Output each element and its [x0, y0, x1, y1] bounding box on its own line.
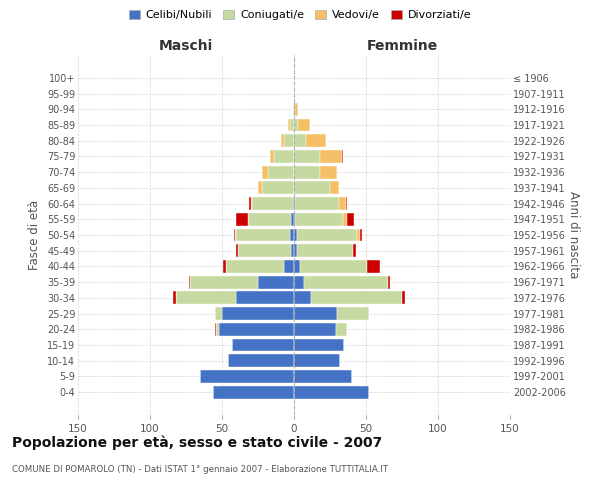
Y-axis label: Anni di nascita: Anni di nascita — [566, 192, 580, 278]
Bar — [341, 150, 343, 163]
Bar — [219, 323, 294, 336]
Bar — [294, 228, 297, 241]
Bar — [262, 182, 294, 194]
Bar — [297, 228, 358, 241]
Bar — [190, 276, 258, 288]
Bar — [252, 197, 293, 210]
Bar — [268, 166, 294, 178]
Bar — [295, 197, 338, 210]
Bar — [258, 276, 294, 288]
Bar — [293, 103, 294, 116]
Bar — [294, 213, 295, 226]
Bar — [297, 244, 353, 257]
Bar — [294, 103, 295, 116]
Bar — [288, 118, 290, 132]
Bar — [214, 386, 294, 398]
Bar — [353, 244, 356, 257]
Bar — [347, 213, 355, 226]
Bar — [294, 166, 320, 178]
Bar — [251, 197, 252, 210]
Bar — [200, 370, 294, 383]
Bar — [250, 197, 251, 210]
Bar — [290, 118, 294, 132]
Bar — [176, 292, 236, 304]
Bar — [337, 307, 369, 320]
Bar — [236, 292, 294, 304]
Bar — [294, 276, 304, 288]
Bar — [236, 244, 238, 257]
Bar — [284, 134, 294, 147]
Bar — [304, 276, 388, 288]
Bar — [294, 338, 344, 351]
Bar — [215, 307, 222, 320]
Bar — [215, 323, 216, 336]
Bar — [290, 228, 294, 241]
Bar — [269, 150, 274, 163]
Bar — [295, 103, 298, 116]
Bar — [228, 354, 294, 367]
Bar — [300, 260, 367, 273]
Bar — [320, 150, 341, 163]
Bar — [291, 244, 294, 257]
Bar — [360, 228, 362, 241]
Bar — [284, 260, 294, 273]
Bar — [238, 244, 291, 257]
Bar — [343, 213, 347, 226]
Bar — [294, 87, 295, 100]
Text: Femmine: Femmine — [367, 38, 437, 52]
Bar — [294, 386, 369, 398]
Bar — [223, 260, 226, 273]
Text: COMUNE DI POMAROLO (TN) - Dati ISTAT 1° gennaio 2007 - Elaborazione TUTTITALIA.I: COMUNE DI POMAROLO (TN) - Dati ISTAT 1° … — [12, 465, 388, 474]
Bar — [258, 182, 262, 194]
Bar — [216, 323, 219, 336]
Bar — [248, 213, 291, 226]
Bar — [291, 213, 294, 226]
Bar — [235, 228, 236, 241]
Bar — [294, 260, 300, 273]
Bar — [236, 228, 290, 241]
Bar — [294, 150, 320, 163]
Bar — [236, 213, 248, 226]
Bar — [232, 338, 294, 351]
Bar — [330, 182, 338, 194]
Bar — [402, 292, 405, 304]
Bar — [294, 307, 337, 320]
Bar — [294, 354, 340, 367]
Bar — [281, 134, 284, 147]
Bar — [294, 182, 330, 194]
Bar — [298, 118, 310, 132]
Bar — [338, 197, 346, 210]
Bar — [294, 134, 305, 147]
Bar — [189, 276, 190, 288]
Bar — [367, 260, 380, 273]
Legend: Celibi/Nubili, Coniugati/e, Vedovi/e, Divorziati/e: Celibi/Nubili, Coniugati/e, Vedovi/e, Di… — [124, 6, 476, 25]
Bar — [311, 292, 402, 304]
Text: Popolazione per età, sesso e stato civile - 2007: Popolazione per età, sesso e stato civil… — [12, 435, 382, 450]
Bar — [336, 323, 347, 336]
Bar — [294, 323, 336, 336]
Bar — [295, 213, 343, 226]
Bar — [294, 292, 311, 304]
Bar — [320, 166, 337, 178]
Bar — [358, 228, 360, 241]
Bar — [274, 150, 294, 163]
Bar — [226, 260, 284, 273]
Bar — [293, 197, 294, 210]
Bar — [262, 166, 268, 178]
Bar — [294, 197, 295, 210]
Bar — [294, 118, 298, 132]
Y-axis label: Fasce di età: Fasce di età — [28, 200, 41, 270]
Bar — [294, 370, 352, 383]
Bar — [346, 197, 347, 210]
Bar — [388, 276, 391, 288]
Bar — [222, 307, 294, 320]
Bar — [173, 292, 176, 304]
Bar — [305, 134, 326, 147]
Bar — [233, 228, 235, 241]
Text: Maschi: Maschi — [159, 38, 213, 52]
Bar — [294, 244, 297, 257]
